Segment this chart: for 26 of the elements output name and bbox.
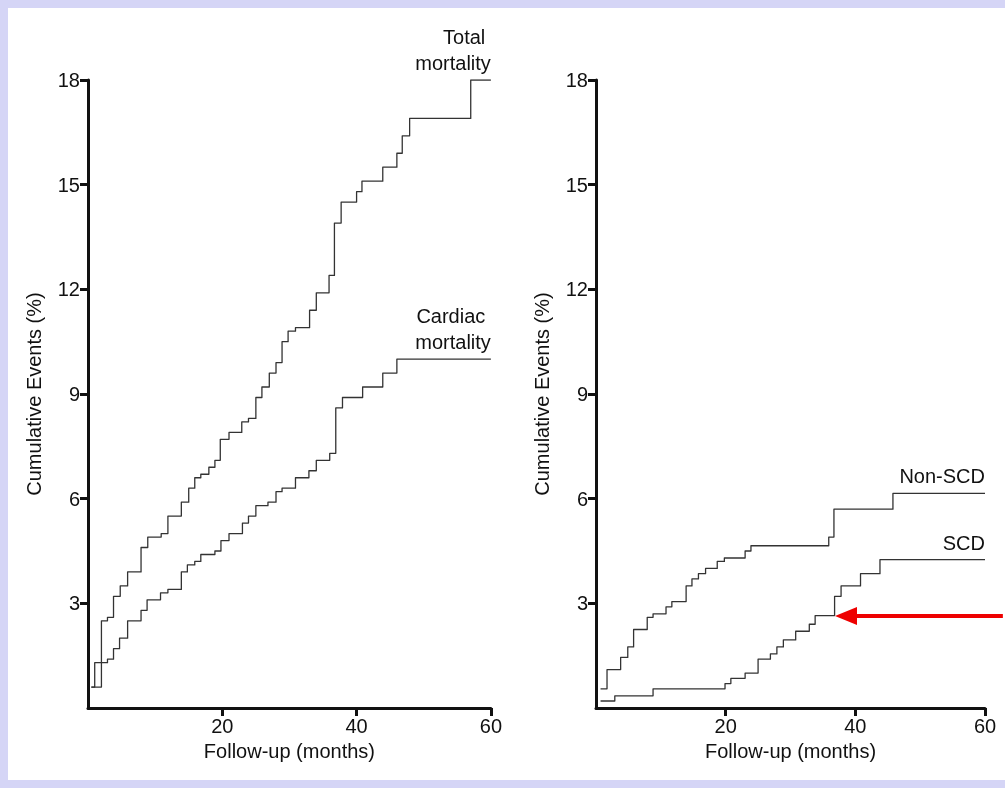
x-tick-label: 40 xyxy=(345,715,368,737)
y-tick-label: 12 xyxy=(565,278,588,301)
y-tick-label: 6 xyxy=(576,487,588,510)
x-tick-label: 20 xyxy=(714,715,737,737)
y-axis-title: Cumulative Events (%) xyxy=(23,292,45,496)
y-tick-label: 3 xyxy=(576,592,588,615)
y-tick-label: 9 xyxy=(576,383,588,405)
x-axis-title: Follow-up (months) xyxy=(704,739,877,762)
x-tick-label: 60 xyxy=(973,715,997,737)
series-label: Non-SCD xyxy=(899,465,985,488)
x-tick-label: 20 xyxy=(211,715,234,737)
y-tick-label: 18 xyxy=(57,69,80,91)
series-label: Cardiac mortality xyxy=(415,305,491,354)
y-tick-label: 3 xyxy=(68,592,80,615)
y-tick-label: 15 xyxy=(565,173,588,196)
y-tick-label: 18 xyxy=(565,69,588,91)
y-tick-label: 12 xyxy=(57,278,80,301)
series-label: SCD xyxy=(942,531,985,554)
y-tick-label: 6 xyxy=(68,487,80,510)
series-label: Total mortality xyxy=(415,26,491,74)
y-axis-title: Cumulative Events (%) xyxy=(531,292,553,496)
y-tick-label: 9 xyxy=(68,383,80,405)
x-tick-label: 40 xyxy=(844,715,867,737)
x-tick-label: 60 xyxy=(479,715,502,737)
x-axis-title: Follow-up (months) xyxy=(203,739,376,762)
y-tick-label: 15 xyxy=(57,173,80,196)
